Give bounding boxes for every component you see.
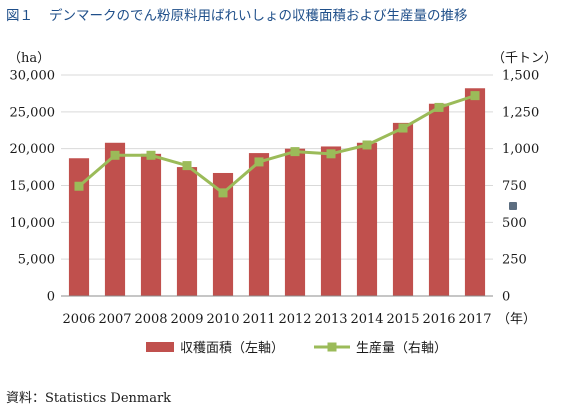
- left-tick-label: 20,000: [10, 142, 56, 157]
- source-note: 資料：Statistics Denmark: [6, 391, 172, 406]
- bar: [392, 122, 414, 296]
- bar: [248, 153, 270, 296]
- title-text: デンマークのでん粉原料用ばれいしょの収穫面積および生産量の推移: [49, 8, 468, 24]
- right-tick-label: 1,500: [502, 69, 539, 84]
- line-point: [290, 147, 300, 157]
- line-point: [110, 150, 120, 160]
- left-axis-label: （ha）: [8, 51, 50, 66]
- right-tick-label: 500: [502, 216, 527, 231]
- x-tick-label: 2010: [206, 312, 239, 327]
- bar-series: [68, 88, 486, 296]
- legend-swatch-bar: [146, 342, 174, 352]
- figure-number: 図１: [6, 8, 33, 24]
- x-tick-label: 2006: [62, 312, 95, 327]
- axis-labels: 0 5,000 10,000 15,000 20,000 25,000 30,000 0 250…: [8, 51, 557, 327]
- line-series: [74, 91, 480, 198]
- right-axis-label: （千トン）: [492, 51, 557, 66]
- x-tick-label: 2007: [98, 312, 131, 327]
- legend: 収穫面積（左軸） 生産量（右軸）: [146, 340, 447, 356]
- left-tick-label: 5,000: [18, 253, 55, 268]
- x-tick-label: 2017: [458, 312, 491, 327]
- line-point: [146, 150, 156, 160]
- x-tick-label: 2012: [278, 312, 311, 327]
- right-tick-label: 1,000: [502, 142, 539, 157]
- line-point: [326, 149, 336, 159]
- bar: [104, 142, 126, 296]
- line-point: [470, 91, 480, 101]
- line-point: [254, 157, 264, 167]
- x-tick-label: 2009: [170, 312, 203, 327]
- stray-marker: [509, 202, 517, 210]
- line-point: [434, 102, 444, 112]
- bar: [284, 148, 306, 296]
- bar: [212, 172, 234, 296]
- right-tick-label: 0: [502, 290, 510, 305]
- x-tick-label: 2015: [386, 312, 419, 327]
- x-tick-label: 2016: [422, 312, 455, 327]
- bar: [140, 153, 162, 296]
- line-point: [182, 161, 192, 171]
- legend-swatch-marker: [327, 342, 337, 352]
- x-tick-label: 2013: [314, 312, 347, 327]
- x-axis-unit: （年）: [497, 312, 536, 327]
- grid-lines: [61, 74, 493, 260]
- bar: [68, 158, 90, 296]
- left-tick-label: 30,000: [10, 69, 56, 84]
- left-tick-label: 25,000: [10, 105, 56, 120]
- bar: [428, 103, 450, 296]
- series-line: [78, 94, 476, 195]
- legend-label-line: 生産量（右軸）: [356, 340, 447, 356]
- bar: [176, 167, 198, 296]
- left-tick-label: 10,000: [10, 216, 56, 231]
- left-tick-label: 15,000: [10, 179, 56, 194]
- right-tick-label: 750: [502, 179, 527, 194]
- chart-title: 図１ デンマークのでん粉原料用ばれいしょの収穫面積および生産量の推移: [6, 4, 468, 24]
- left-tick-label: 0: [47, 290, 55, 305]
- line-point: [398, 123, 408, 133]
- right-tick-label: 250: [502, 253, 527, 268]
- line-point: [362, 140, 372, 150]
- x-tick-label: 2011: [242, 312, 275, 327]
- bar: [464, 88, 486, 296]
- line-point: [218, 188, 228, 198]
- x-tick-label: 2014: [350, 312, 383, 327]
- line-point: [74, 181, 84, 191]
- legend-label-bar: 収穫面積（左軸）: [180, 341, 284, 356]
- bar: [320, 146, 342, 296]
- bar: [356, 142, 378, 296]
- right-tick-label: 1,250: [502, 105, 539, 120]
- x-tick-label: 2008: [134, 312, 167, 327]
